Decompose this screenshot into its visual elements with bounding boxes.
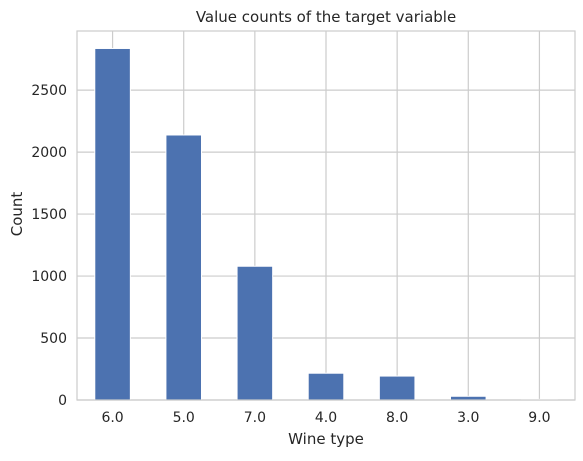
- x-tick-label: 3.0: [457, 410, 479, 426]
- y-tick-label: 1000: [31, 269, 67, 285]
- x-tick-label: 5.0: [173, 410, 195, 426]
- x-tick-label: 8.0: [386, 410, 408, 426]
- x-tick-label: 9.0: [528, 410, 550, 426]
- chart-title: Value counts of the target variable: [196, 8, 456, 26]
- y-tick-label: 500: [40, 331, 67, 347]
- plot-frame: [76, 30, 576, 401]
- x-tick-label: 4.0: [315, 410, 337, 426]
- y-tick-label: 2000: [31, 145, 67, 161]
- grid-layer: [77, 31, 575, 401]
- bar-8.0: [378, 375, 416, 401]
- tick-labels: 0 500 1000 1500 2000 2500 6.0 5.0 7.0 4.0 8.0 3.0 9.…: [31, 83, 550, 426]
- y-tick-label: 1500: [31, 207, 67, 223]
- bars-layer: [94, 47, 558, 401]
- y-axis-title: Count: [8, 192, 26, 237]
- y-tick-label: 2500: [31, 83, 67, 99]
- bar-7.0: [236, 265, 274, 401]
- y-tick-label: 0: [58, 393, 67, 409]
- plot-border: [76, 30, 576, 401]
- bar-4.0: [307, 372, 345, 401]
- bar-5.0: [165, 134, 203, 401]
- bar-6.0: [94, 47, 131, 401]
- x-tick-label: 7.0: [244, 410, 266, 426]
- x-axis-title: Wine type: [288, 430, 364, 448]
- x-tick-label: 6.0: [101, 410, 123, 426]
